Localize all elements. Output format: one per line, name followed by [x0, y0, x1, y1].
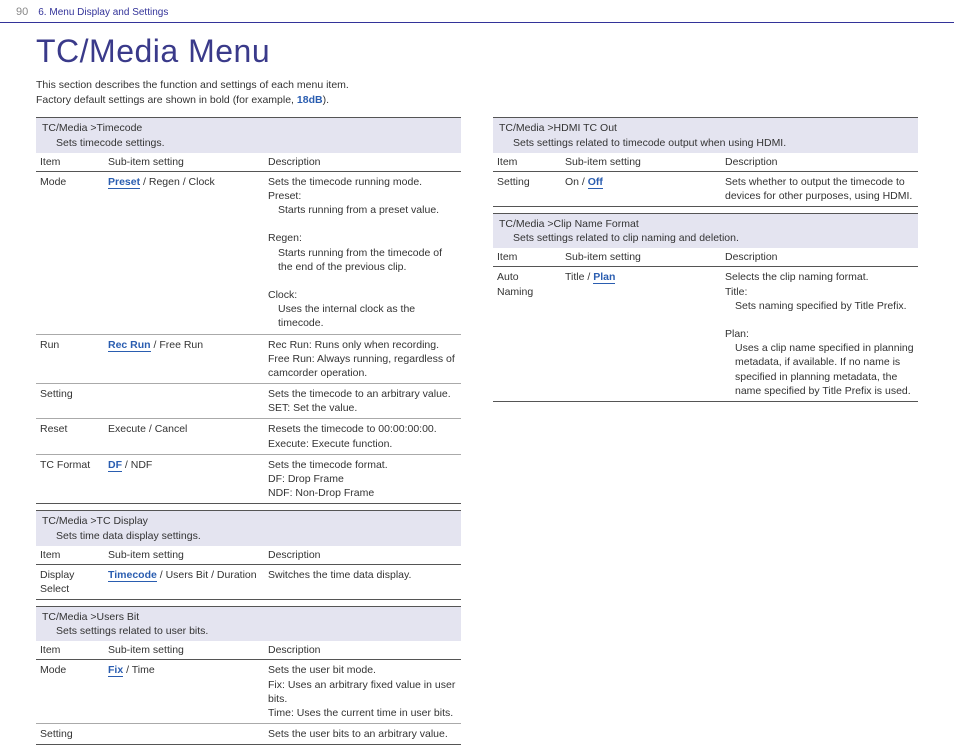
table-row: RunRec Run / Free RunRec Run: Runs only …	[36, 334, 461, 384]
section-desc: Sets settings related to user bits.	[42, 624, 455, 638]
table-row: Auto NamingTitle / PlanSelects the clip …	[493, 267, 918, 402]
cell-sub: Timecode / Users Bit / Duration	[104, 564, 264, 599]
cell-desc: Switches the time data display.	[264, 564, 461, 599]
table-header-row: Item Sub-item setting Description	[493, 248, 918, 267]
col-desc: Description	[264, 641, 461, 660]
table-tcdisplay: Item Sub-item setting Description Displa…	[36, 546, 461, 600]
table-row: TC FormatDF / NDFSets the timecode forma…	[36, 454, 461, 504]
section-hdmi: TC/Media >HDMI TC Out Sets settings rela…	[493, 117, 918, 207]
section-path: TC/Media >TC Display	[42, 514, 455, 528]
intro-block: This section describes the function and …	[0, 78, 954, 117]
table-header-row: Item Sub-item setting Description	[36, 546, 461, 565]
cell-item: TC Format	[36, 454, 104, 504]
cell-sub	[104, 724, 264, 745]
cell-desc: Sets the timecode running mode.Preset:St…	[264, 171, 461, 334]
section-head: TC/Media >TC Display Sets time data disp…	[36, 510, 461, 545]
section-path: TC/Media >Timecode	[42, 121, 455, 135]
table-row: Setting Sets the timecode to an arbitrary…	[36, 384, 461, 419]
section-desc: Sets timecode settings.	[42, 136, 455, 150]
table-row: ModeFix / TimeSets the user bit mode.Fix…	[36, 660, 461, 724]
cell-sub	[104, 384, 264, 419]
cell-desc: Sets the timecode to an arbitrary value.…	[264, 384, 461, 419]
table-row: Display SelectTimecode / Users Bit / Dur…	[36, 564, 461, 599]
table-row: SettingOn / OffSets whether to output th…	[493, 171, 918, 206]
bold-example: 18dB	[297, 94, 323, 106]
cell-item: Reset	[36, 419, 104, 454]
section-clipname: TC/Media >Clip Name Format Sets settings…	[493, 213, 918, 402]
intro-line2: Factory default settings are shown in bo…	[36, 93, 954, 108]
section-desc: Sets time data display settings.	[42, 529, 455, 543]
left-column: TC/Media >Timecode Sets timecode setting…	[36, 117, 461, 751]
col-item: Item	[493, 153, 561, 172]
col-sub: Sub-item setting	[104, 641, 264, 660]
page-title: TC/Media Menu	[0, 23, 954, 78]
col-desc: Description	[264, 153, 461, 172]
table-header-row: Item Sub-item setting Description	[493, 153, 918, 172]
cell-sub: Fix / Time	[104, 660, 264, 724]
table-row: ModePreset / Regen / ClockSets the timec…	[36, 171, 461, 334]
cell-sub: Title / Plan	[561, 267, 721, 402]
page-header: 90 6. Menu Display and Settings	[0, 0, 954, 23]
col-desc: Description	[264, 546, 461, 565]
cell-sub: DF / NDF	[104, 454, 264, 504]
col-item: Item	[36, 153, 104, 172]
table-timecode: Item Sub-item setting Description ModePr…	[36, 153, 461, 505]
cell-desc: Sets whether to output the timecode to d…	[721, 171, 918, 206]
col-item: Item	[493, 248, 561, 267]
cell-item: Auto Naming	[493, 267, 561, 402]
section-path: TC/Media >Users Bit	[42, 610, 455, 624]
section-desc: Sets settings related to timecode output…	[499, 136, 912, 150]
section-head: TC/Media >Timecode Sets timecode setting…	[36, 117, 461, 152]
table-header-row: Item Sub-item setting Description	[36, 641, 461, 660]
cell-item: Run	[36, 334, 104, 384]
col-sub: Sub-item setting	[561, 248, 721, 267]
cell-sub: Execute / Cancel	[104, 419, 264, 454]
cell-sub: Rec Run / Free Run	[104, 334, 264, 384]
cell-sub: Preset / Regen / Clock	[104, 171, 264, 334]
section-timecode: TC/Media >Timecode Sets timecode setting…	[36, 117, 461, 504]
table-row: ResetExecute / CancelResets the timecode…	[36, 419, 461, 454]
section-head: TC/Media >HDMI TC Out Sets settings rela…	[493, 117, 918, 152]
cell-sub: On / Off	[561, 171, 721, 206]
cell-item: Display Select	[36, 564, 104, 599]
table-header-row: Item Sub-item setting Description	[36, 153, 461, 172]
cell-item: Mode	[36, 171, 104, 334]
section-head: TC/Media >Users Bit Sets settings relate…	[36, 606, 461, 641]
section-path: TC/Media >Clip Name Format	[499, 217, 912, 231]
col-desc: Description	[721, 248, 918, 267]
cell-desc: Sets the user bits to an arbitrary value…	[264, 724, 461, 745]
section-head: TC/Media >Clip Name Format Sets settings…	[493, 213, 918, 248]
cell-desc: Sets the user bit mode.Fix: Uses an arbi…	[264, 660, 461, 724]
section-path: TC/Media >HDMI TC Out	[499, 121, 912, 135]
cell-item: Setting	[493, 171, 561, 206]
cell-desc: Selects the clip naming format.Title:Set…	[721, 267, 918, 402]
chapter-title: 6. Menu Display and Settings	[38, 7, 168, 18]
right-column: TC/Media >HDMI TC Out Sets settings rela…	[493, 117, 918, 751]
section-tcdisplay: TC/Media >TC Display Sets time data disp…	[36, 510, 461, 600]
table-usersbit: Item Sub-item setting Description ModeFi…	[36, 641, 461, 745]
page-number: 90	[16, 6, 28, 18]
col-sub: Sub-item setting	[104, 153, 264, 172]
cell-desc: Sets the timecode format.DF: Drop FrameN…	[264, 454, 461, 504]
col-item: Item	[36, 546, 104, 565]
col-desc: Description	[721, 153, 918, 172]
cell-desc: Rec Run: Runs only when recording.Free R…	[264, 334, 461, 384]
col-sub: Sub-item setting	[561, 153, 721, 172]
section-usersbit: TC/Media >Users Bit Sets settings relate…	[36, 606, 461, 745]
table-row: Setting Sets the user bits to an arbitrar…	[36, 724, 461, 745]
table-clipname: Item Sub-item setting Description Auto N…	[493, 248, 918, 402]
col-item: Item	[36, 641, 104, 660]
content-columns: TC/Media >Timecode Sets timecode setting…	[0, 117, 954, 751]
col-sub: Sub-item setting	[104, 546, 264, 565]
cell-item: Setting	[36, 384, 104, 419]
intro-line1: This section describes the function and …	[36, 78, 954, 93]
cell-item: Mode	[36, 660, 104, 724]
table-hdmi: Item Sub-item setting Description Settin…	[493, 153, 918, 207]
section-desc: Sets settings related to clip naming and…	[499, 231, 912, 245]
cell-desc: Resets the timecode to 00:00:00:00.Execu…	[264, 419, 461, 454]
cell-item: Setting	[36, 724, 104, 745]
